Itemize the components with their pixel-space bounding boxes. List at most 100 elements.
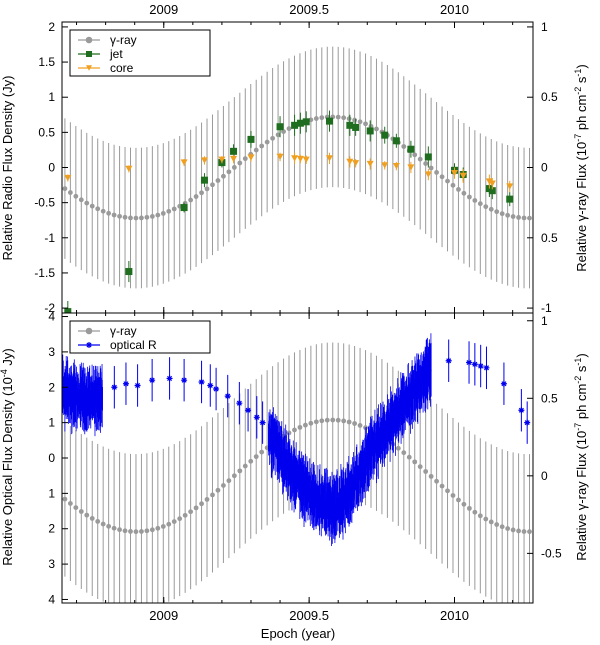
top-plot-area [62, 46, 532, 313]
gamma-point [450, 182, 456, 188]
bottom-right-axis-title: Relative γ-ray Flux (10-7 ph cm-2 s-1) [573, 353, 589, 561]
gamma-point [303, 422, 308, 428]
gamma-point [434, 478, 439, 484]
core-point [392, 162, 400, 170]
core-point [296, 155, 304, 163]
left-tick-label: 0 [48, 451, 55, 465]
optical-point [466, 359, 473, 366]
gamma-point [226, 169, 232, 175]
gamma-point [313, 116, 319, 121]
optical-point [253, 414, 260, 421]
gamma-point [423, 161, 429, 166]
gamma-point [445, 178, 450, 184]
left-tick-label: -1.5 [34, 266, 55, 280]
gamma-point [286, 430, 292, 436]
core-point [381, 162, 389, 169]
legend-label: optical R [110, 338, 157, 352]
gamma-point [401, 144, 407, 149]
core-point [459, 172, 467, 180]
gamma-point [308, 420, 314, 426]
optical-point [166, 375, 173, 382]
gamma-point [188, 197, 194, 203]
gamma-point [133, 215, 139, 221]
gamma-point [417, 464, 423, 470]
gamma-point [193, 194, 199, 199]
gamma-point [253, 454, 259, 460]
left-tick-label: -2 [44, 301, 55, 315]
gamma-point [149, 214, 155, 219]
optical-trend [267, 369, 432, 511]
gamma-point [259, 449, 265, 455]
optical-point [483, 364, 490, 371]
gamma-point [439, 174, 445, 180]
gamma-point [516, 528, 521, 534]
x-tick-label: 2010 [440, 608, 469, 623]
gamma-point [406, 454, 412, 460]
core-point [247, 154, 255, 161]
bottom-plot-area [62, 333, 532, 603]
jet-point [291, 121, 299, 129]
optical-point [207, 382, 214, 389]
top-core-series [64, 152, 514, 193]
right-tick-label: 0 [541, 161, 548, 175]
gamma-point [215, 178, 221, 183]
gamma-point [488, 519, 494, 525]
gamma-point [182, 512, 188, 518]
gamma-point [270, 135, 276, 141]
optical-point [181, 377, 188, 384]
optical-point [224, 393, 231, 400]
gamma-point [363, 121, 368, 127]
gamma-point [466, 505, 472, 511]
left-tick-label: 2 [48, 380, 55, 394]
gamma-point [215, 487, 221, 493]
gamma-point [67, 190, 73, 195]
jet-point [506, 195, 514, 203]
gamma-point [461, 190, 467, 196]
gamma-point [117, 213, 122, 219]
jet-point [200, 176, 208, 184]
gamma-point [297, 424, 303, 430]
gamma-point [439, 483, 445, 489]
gamma-point [242, 156, 248, 162]
gamma-point [95, 519, 101, 524]
gamma-point [472, 198, 478, 203]
gamma-point [488, 206, 494, 212]
gamma-point [231, 165, 237, 170]
gamma-point [204, 497, 210, 502]
gamma-point [286, 126, 292, 132]
gamma-point [117, 527, 122, 533]
core-point [366, 160, 374, 168]
gamma-point [401, 450, 407, 456]
gamma-point [122, 528, 128, 534]
optical-point [524, 419, 531, 426]
gamma-point [89, 516, 95, 521]
gamma-point [412, 459, 418, 465]
left-tick-label: 1 [48, 486, 55, 500]
core-point [346, 158, 354, 166]
left-tick-label: 3 [48, 557, 55, 571]
optical-point [259, 419, 266, 426]
gamma-point [248, 458, 254, 464]
gamma-point [450, 493, 456, 498]
gamma-point [428, 473, 434, 479]
gamma-point [516, 215, 521, 220]
optical-point [236, 400, 243, 407]
gamma-point [242, 463, 248, 469]
core-point [451, 169, 458, 177]
gamma-point [324, 417, 330, 423]
core-point [506, 183, 514, 190]
gamma-point [166, 521, 172, 527]
gamma-point [160, 524, 166, 529]
gamma-point [139, 529, 144, 534]
gamma-point [237, 160, 243, 166]
gamma-point [412, 152, 418, 158]
gamma-point [319, 418, 325, 424]
gamma-point [483, 204, 489, 210]
left-tick-label: 1.5 [38, 55, 55, 69]
gamma-point [428, 165, 434, 171]
optical-trend [62, 390, 103, 401]
optical-point [134, 382, 141, 389]
gamma-point [477, 513, 483, 519]
bottom-frame [61, 312, 534, 604]
core-point [200, 157, 208, 164]
